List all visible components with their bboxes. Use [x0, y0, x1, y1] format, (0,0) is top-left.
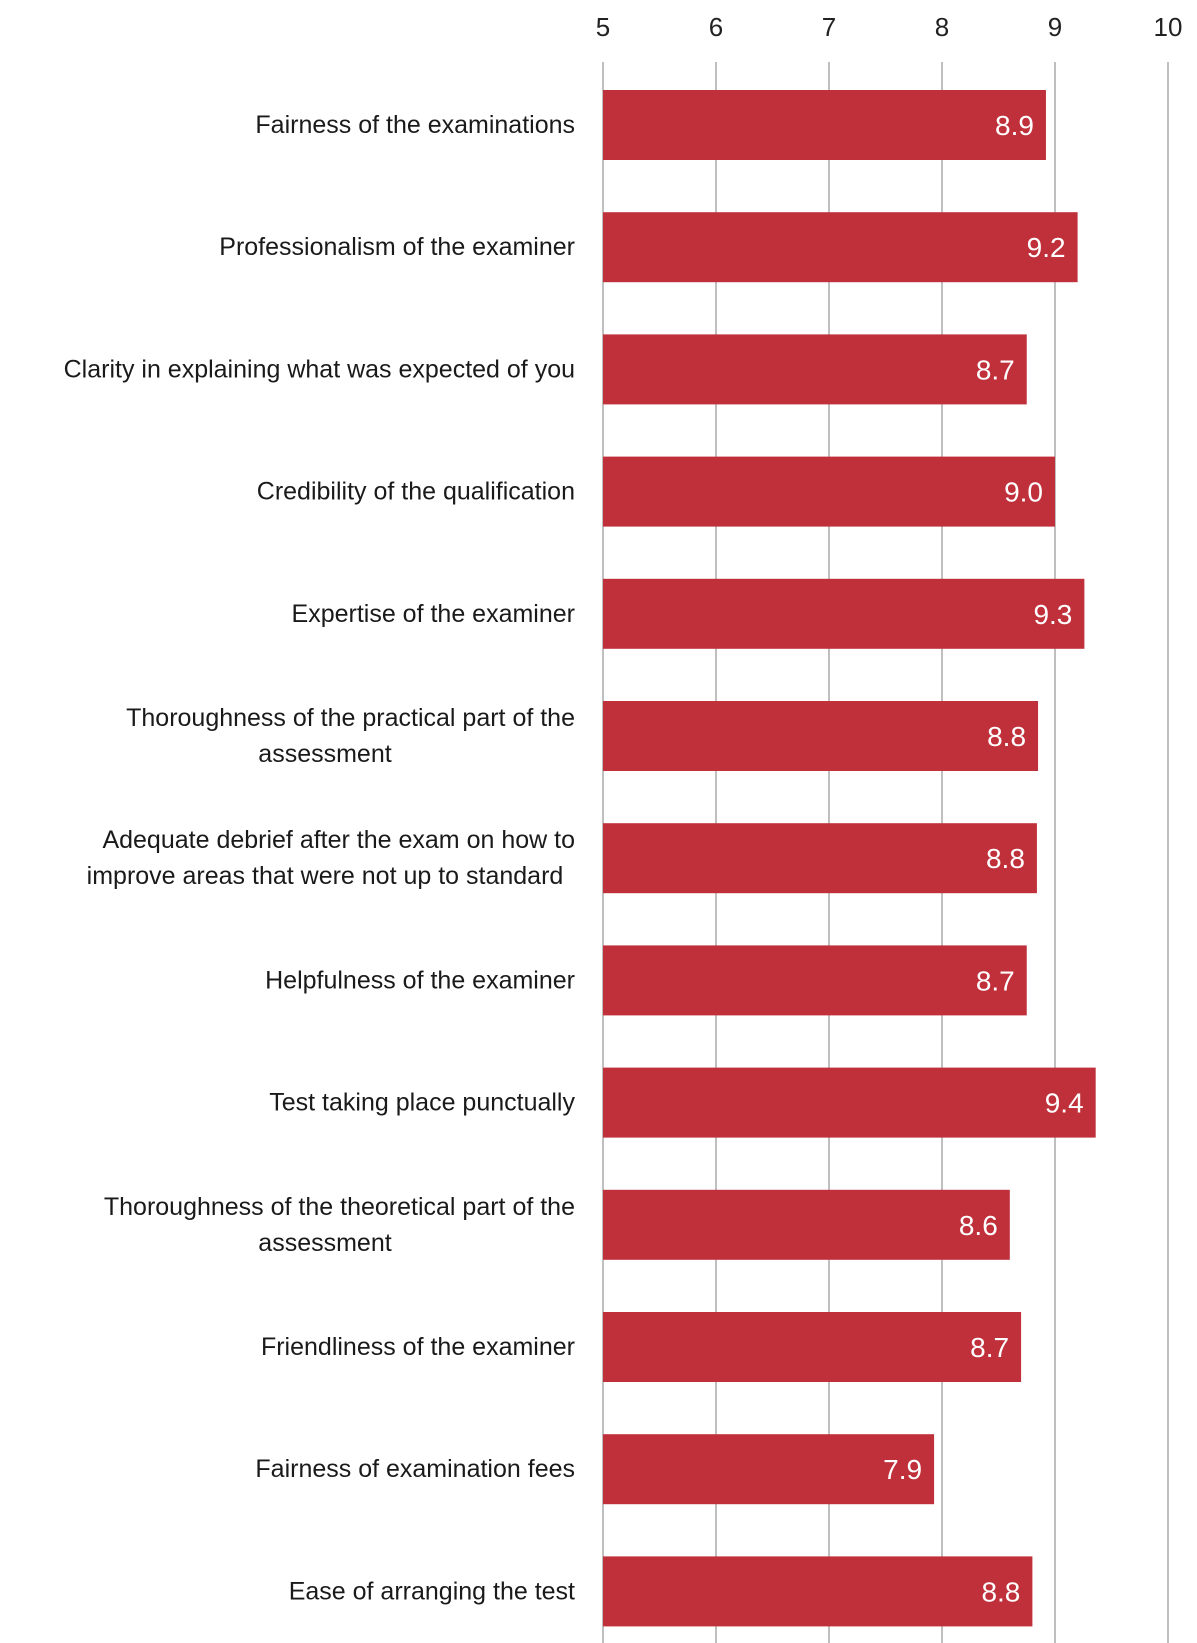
category-label: assessment — [258, 1229, 391, 1257]
bar-value-label: 9.3 — [1033, 599, 1072, 630]
category-label: Fairness of the examinations — [255, 111, 575, 139]
x-axis-ticks: 5 6 7 8 9 10 — [596, 12, 1183, 42]
bar — [603, 701, 1039, 771]
bar — [603, 1067, 1096, 1138]
bar — [603, 1434, 935, 1505]
category-label: Thoroughness of the theoretical part of … — [104, 1193, 575, 1221]
bar — [603, 1189, 1010, 1260]
category-label: Test taking place punctually — [269, 1089, 575, 1117]
bar — [603, 578, 1085, 649]
category-label: Clarity in explaining what was expected … — [64, 355, 575, 383]
bar — [603, 334, 1027, 405]
category-label: Friendliness of the examiner — [261, 1333, 575, 1361]
category-label: Thoroughness of the practical part of th… — [126, 704, 575, 732]
bar — [603, 212, 1078, 283]
x-tick-label: 6 — [709, 12, 723, 42]
bar — [603, 1556, 1033, 1627]
category-label: assessment — [258, 740, 391, 768]
x-tick-label: 5 — [596, 12, 610, 42]
bar-value-label: 8.7 — [976, 965, 1015, 996]
category-label: Ease of arranging the test — [289, 1577, 575, 1605]
category-label: Helpfulness of the examiner — [265, 966, 575, 994]
bar-value-label: 8.7 — [970, 1332, 1009, 1363]
x-tick-label: 9 — [1048, 12, 1062, 42]
category-labels: Fairness of the examinations Professional… — [64, 111, 576, 1605]
x-tick-label: 10 — [1154, 12, 1183, 42]
bar-value-label: 8.8 — [986, 843, 1025, 874]
bar-value-label: 8.7 — [976, 354, 1015, 385]
bar-value-label: 9.4 — [1045, 1088, 1084, 1119]
bar-value-label: 8.8 — [987, 721, 1026, 752]
category-label: Expertise of the examiner — [292, 600, 575, 628]
bar-value-label: 9.2 — [1027, 232, 1066, 263]
category-label: Credibility of the qualification — [257, 478, 575, 506]
bar — [603, 823, 1037, 894]
category-label: improve areas that were not up to standa… — [87, 862, 564, 890]
bar — [603, 1312, 1022, 1382]
bar-value-label: 7.9 — [883, 1454, 922, 1485]
category-label: Adequate debrief after the exam on how t… — [102, 826, 575, 854]
bar-value-label: 8.6 — [959, 1210, 998, 1241]
x-tick-label: 7 — [822, 12, 836, 42]
bar-value-label: 8.9 — [995, 110, 1034, 141]
x-tick-label: 8 — [935, 12, 949, 42]
category-label: Professionalism of the examiner — [219, 233, 575, 261]
category-label: Fairness of examination fees — [255, 1455, 575, 1483]
bar — [603, 945, 1027, 1016]
bar — [603, 90, 1046, 160]
bar — [603, 456, 1055, 527]
bar-value-label: 8.8 — [981, 1576, 1020, 1607]
bar-value-label: 9.0 — [1004, 477, 1043, 508]
bars: 8.9 9.2 8.7 9.0 9.3 8.8 8.8 8.7 9.4 8.6 8.7 7.9 8.8 — [603, 90, 1096, 1627]
